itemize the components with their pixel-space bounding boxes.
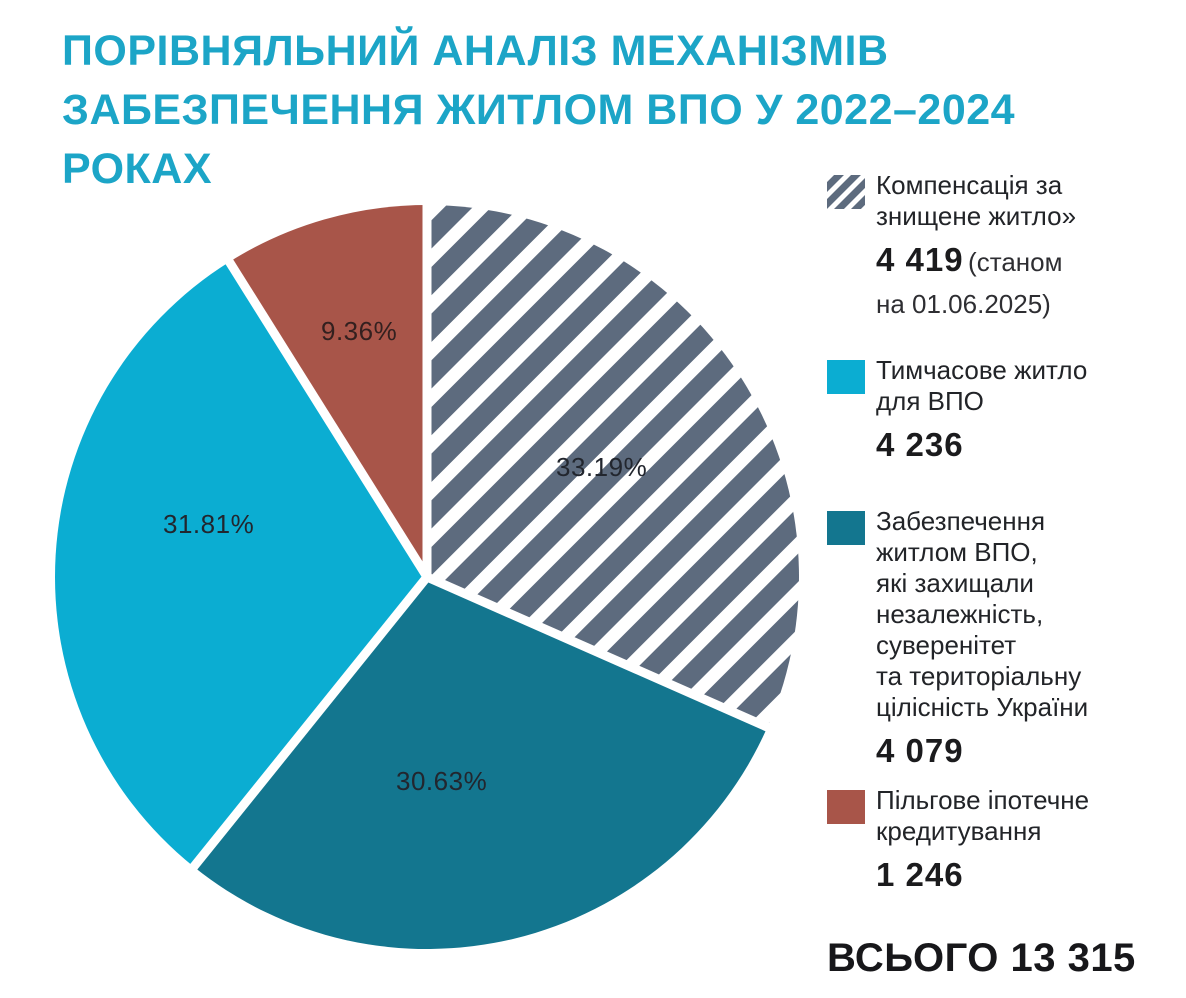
slice-label-mortgage: 9.36%	[321, 316, 398, 346]
legend-label: Компенсація за знищене житло»	[876, 170, 1077, 231]
pie-slice	[193, 577, 768, 949]
legend-text: Компенсація за знищене житло» 4 419 (ста…	[876, 170, 1076, 320]
legend-value: 4 079	[876, 732, 964, 769]
legend-value-row: 4 419 (станом	[876, 238, 1076, 289]
legend-note-line2: на 01.06.2025)	[876, 289, 1051, 319]
total-label: ВСЬОГО 13 315	[827, 936, 1136, 980]
legend-value-row: 4 236	[876, 423, 1087, 474]
legend-item-temporary-housing: Тимчасове житло для ВПО 4 236	[827, 355, 1172, 474]
page-title: ПОРІВНЯЛЬНИЙ АНАЛІЗ МЕХАНІЗМІВ ЗАБЕЗПЕЧЕ…	[62, 22, 1142, 199]
legend-item-housing-defenders: Забезпечення житлом ВПО, які захищали не…	[827, 506, 1172, 780]
legend-note-inline: (станом	[968, 247, 1063, 277]
pie-slice	[427, 205, 799, 728]
slice-label-housing-defenders: 30.63%	[396, 766, 488, 796]
pie-svg	[55, 203, 799, 949]
pie-slice	[229, 205, 427, 577]
slice-separator	[224, 257, 431, 580]
legend-value-row: 4 079	[876, 729, 1088, 780]
legend-item-mortgage: Пільгове іпотечне кредитування 1 246	[827, 785, 1172, 904]
page-title-line2: ЗАБЕЗПЕЧЕННЯ ЖИТЛОМ ВПО У 2022–2024 РОКА…	[62, 86, 1016, 193]
legend-value-row: 1 246	[876, 853, 1089, 904]
legend-label: Тимчасове житло для ВПО	[876, 355, 1088, 416]
slice-label-temporary-housing: 31.81%	[163, 509, 255, 539]
legend-text: Забезпечення житлом ВПО, які захищали не…	[876, 506, 1088, 780]
legend-value: 4 419	[876, 241, 964, 278]
legend-label: Забезпечення житлом ВПО, які захищали не…	[876, 506, 1089, 722]
brown-swatch-icon	[827, 790, 865, 824]
slice-label-compensation: 33.19%	[556, 452, 648, 482]
page-title-line1: ПОРІВНЯЛЬНИЙ АНАЛІЗ МЕХАНІЗМІВ	[62, 27, 889, 75]
legend-label: Пільгове іпотечне кредитування	[876, 785, 1090, 846]
slice-separator	[188, 574, 431, 872]
teal-swatch-icon	[827, 511, 865, 545]
hatch-swatch-icon	[827, 175, 865, 209]
legend-value: 4 236	[876, 426, 964, 463]
slice-separator	[425, 572, 771, 733]
pie-slice	[55, 261, 427, 867]
legend-item-compensation: Компенсація за знищене житло» 4 419 (ста…	[827, 170, 1172, 320]
legend: Компенсація за знищене житло» 4 419 (ста…	[827, 170, 1172, 981]
legend-value: 1 246	[876, 856, 964, 893]
cyan-swatch-icon	[827, 360, 865, 394]
legend-text: Пільгове іпотечне кредитування 1 246	[876, 785, 1089, 904]
legend-text: Тимчасове житло для ВПО 4 236	[876, 355, 1087, 474]
pie-chart	[55, 203, 799, 949]
